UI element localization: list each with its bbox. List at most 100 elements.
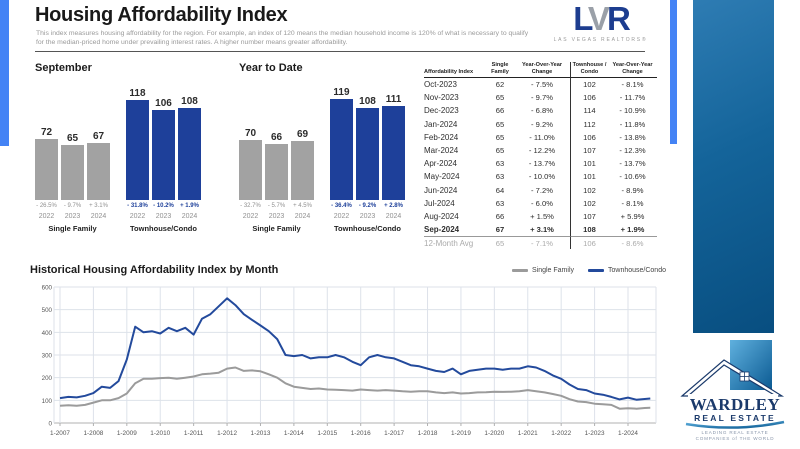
table-cell: - 10.0% bbox=[528, 172, 556, 182]
table-cell: + 5.9% bbox=[620, 211, 645, 221]
series-line-townhouse-condo bbox=[59, 297, 651, 401]
header-divider bbox=[35, 51, 645, 52]
wardley-tagline-1: LEADING REAL ESTATE bbox=[702, 430, 769, 435]
table-cell: - 12.3% bbox=[619, 146, 646, 156]
bar-change-label: + 2.8% bbox=[384, 203, 403, 209]
table-cell: - 13.7% bbox=[528, 159, 556, 169]
bar-cell: 65 bbox=[61, 78, 84, 200]
bar-year-label: 2023 bbox=[64, 213, 81, 220]
bar bbox=[178, 108, 201, 200]
bar bbox=[126, 100, 149, 200]
bar-year-label: 2022 bbox=[333, 213, 350, 220]
x-axis-tick-label: 1-2012 bbox=[217, 430, 237, 437]
bar-section-title: September bbox=[35, 62, 92, 74]
table-cell: 102 bbox=[570, 183, 608, 197]
table-cell: 102 bbox=[570, 196, 608, 210]
table-cell: 64 bbox=[495, 185, 505, 195]
table-cell: 101 bbox=[570, 170, 608, 184]
bar-year-label: 2023 bbox=[268, 213, 285, 220]
table-cell: 106 bbox=[570, 91, 608, 105]
bar-cell: 108 bbox=[178, 78, 201, 200]
table-cell: - 9.7% bbox=[531, 93, 553, 103]
bar-year-label: 2023 bbox=[155, 213, 172, 220]
bar-cell: 108 bbox=[356, 78, 379, 200]
table-avg-cell: 106 bbox=[570, 236, 608, 250]
table-cell: Apr-2024 bbox=[424, 159, 457, 169]
table-cell: 66 bbox=[495, 106, 505, 116]
table-cell: 65 bbox=[495, 93, 505, 103]
table-cell: - 11.7% bbox=[619, 93, 646, 103]
wardley-logo-graphic: WARDLEY REAL ESTATE LEADING REAL ESTATE … bbox=[680, 340, 785, 441]
legend-townhouse-condo-swatch bbox=[588, 268, 604, 272]
bar-value-label: 119 bbox=[333, 87, 350, 98]
bar bbox=[152, 110, 175, 200]
table-cell: Jul-2024 bbox=[424, 198, 455, 208]
table-avg-cell: 65 bbox=[486, 236, 514, 249]
lvr-logo-v: V bbox=[587, 0, 610, 37]
bar-group-label: Townhouse/Condo bbox=[334, 224, 401, 233]
bar-year-label: 2022 bbox=[38, 213, 55, 220]
bar-cell: 118 bbox=[126, 78, 149, 200]
bar-year-label: 2024 bbox=[385, 213, 402, 220]
table-cell: - 11.0% bbox=[529, 132, 555, 142]
wardley-logo-block bbox=[730, 340, 772, 390]
table-cell: Jun-2024 bbox=[424, 185, 458, 195]
table-cell: + 1.5% bbox=[530, 211, 554, 221]
bar-value-label: 67 bbox=[92, 131, 105, 142]
x-axis-tick-label: 1-2022 bbox=[551, 430, 571, 437]
right-accent-stripe bbox=[670, 0, 677, 144]
table-cell: + 3.1% bbox=[530, 225, 554, 235]
table-cell: - 10.6% bbox=[619, 172, 646, 182]
bar-cell: 72 bbox=[35, 78, 58, 200]
table-cell: - 6.0% bbox=[531, 198, 553, 208]
table-cell: - 9.2% bbox=[531, 119, 553, 129]
table-cell: - 7.2% bbox=[531, 185, 553, 195]
page-title: Housing Affordability Index bbox=[35, 4, 288, 26]
bar bbox=[239, 140, 262, 200]
bar-change-label: + 3.1% bbox=[89, 203, 108, 209]
table-cell: Feb-2024 bbox=[424, 132, 459, 142]
bar-cell: 66 bbox=[265, 78, 288, 200]
bar-value-label: 108 bbox=[359, 96, 376, 107]
bar-change-label: - 9.7% bbox=[63, 203, 82, 209]
line-chart-legend: Single Family Townhouse/Condo bbox=[511, 267, 666, 274]
x-axis-tick-label: 1-2013 bbox=[251, 430, 271, 437]
table-cell: 101 bbox=[570, 157, 608, 171]
page-subtitle: This index measures housing affordabilit… bbox=[36, 30, 529, 46]
bar-change-label: + 4.5% bbox=[293, 203, 312, 209]
lvr-logo-org-name: LAS VEGAS REALTORS® bbox=[553, 37, 648, 43]
bar-cell: 67 bbox=[87, 78, 110, 200]
bar bbox=[35, 139, 58, 200]
bar bbox=[356, 108, 379, 200]
bar-year-label: 2024 bbox=[294, 213, 311, 220]
bar-group-blue: 119 108 111 - 36.4% - 9.2% + 2.8% 2022 2023 2024… bbox=[330, 78, 405, 233]
table-cell: - 8.1% bbox=[621, 198, 644, 208]
bar-change-label: - 36.4% bbox=[331, 203, 352, 209]
lvr-logo-letters: LVR bbox=[573, 0, 631, 37]
bar-chart-sections: September 72 65 67 - 26.5% - 9.7% + 3.1% 2022 20… bbox=[35, 62, 411, 233]
table-cell: 65 bbox=[495, 132, 505, 142]
wardley-house-body bbox=[688, 394, 778, 402]
affordability-table: Affordability Index Single Family Year-Ove… bbox=[424, 62, 657, 250]
bar-year-label: 2023 bbox=[359, 213, 376, 220]
table-cell: - 8.9% bbox=[621, 185, 644, 195]
table-cell: Jan-2024 bbox=[424, 119, 458, 129]
bar-value-label: 118 bbox=[129, 88, 146, 99]
x-axis-tick-label: 1-2023 bbox=[585, 430, 605, 437]
y-axis-tick-label: 200 bbox=[42, 375, 53, 382]
table-avg-cell: - 7.1% bbox=[514, 236, 570, 249]
y-axis-tick-label: 300 bbox=[42, 353, 53, 360]
bar-change-label: - 9.2% bbox=[358, 203, 377, 209]
bar-change-label: - 26.5% bbox=[36, 203, 57, 209]
table-avg-cell: - 8.6% bbox=[608, 236, 657, 249]
table-header-cell: Year-Over-Year Change bbox=[514, 62, 570, 78]
legend-single-family-swatch bbox=[511, 268, 528, 272]
y-axis-tick-label: 600 bbox=[42, 285, 53, 292]
bar bbox=[291, 141, 314, 200]
table-cell: 112 bbox=[570, 117, 608, 131]
table-cell: Sep-2024 bbox=[424, 225, 460, 235]
bar-year-label: 2022 bbox=[242, 213, 259, 220]
table-cell: Aug-2024 bbox=[424, 211, 459, 221]
legend-single-family: Single Family bbox=[511, 267, 574, 274]
